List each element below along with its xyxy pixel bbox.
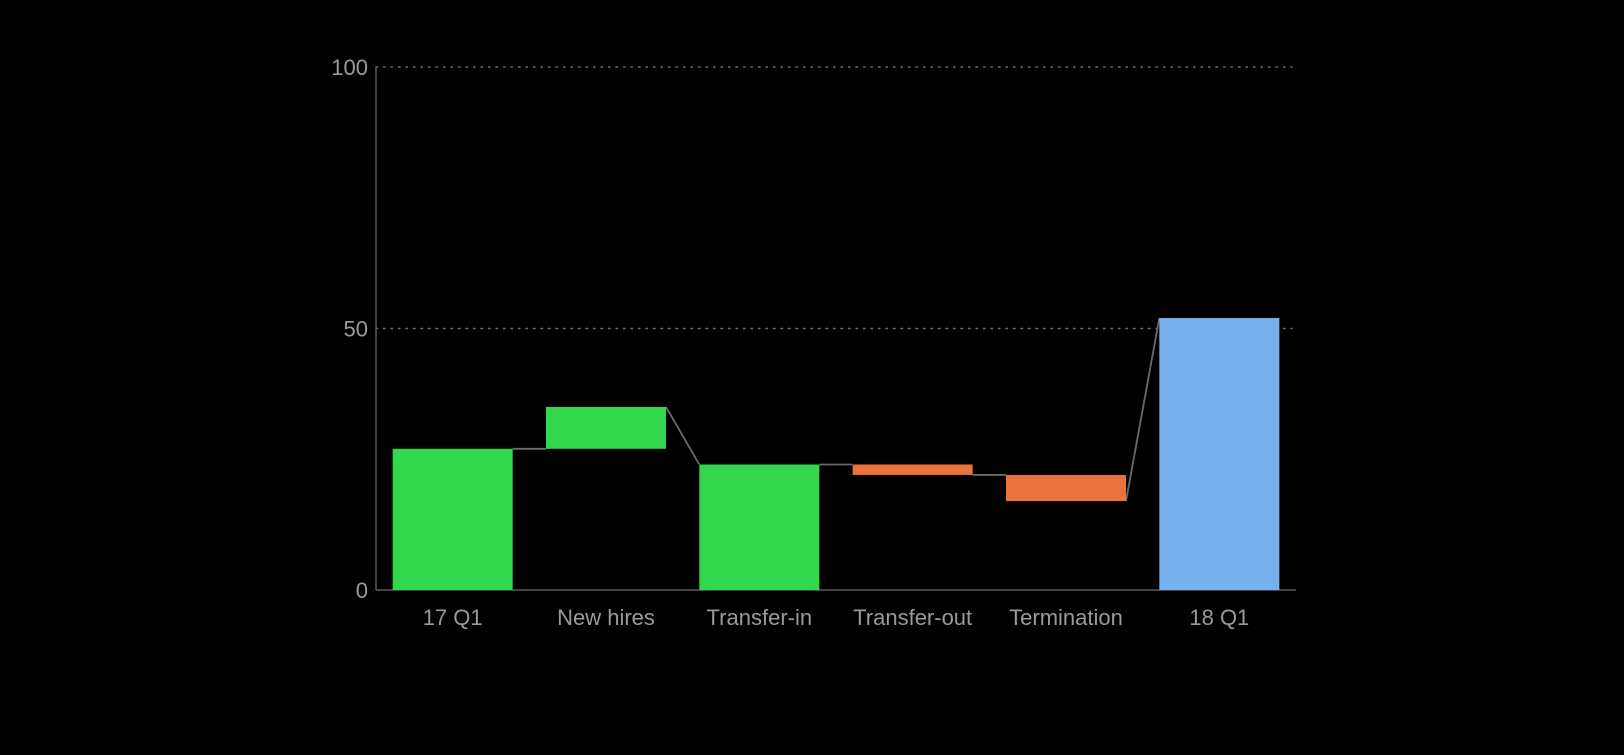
bar-new-hires: [546, 406, 666, 449]
y-tick-label-0: 0: [356, 578, 368, 603]
bar-layer: [392, 318, 1280, 590]
bar-transfer-in: [699, 464, 820, 590]
bar-18-q1: [1159, 318, 1280, 590]
connector-line-5: [1125, 317, 1161, 502]
y-tick-label-50: 50: [344, 317, 368, 342]
x-tick-label-transfer-in: Transfer-in: [707, 605, 813, 630]
connector-layer: [512, 317, 1161, 502]
axis-layer: [375, 67, 1296, 591]
x-tick-label-17-q1: 17 Q1: [423, 605, 483, 630]
label-layer: 0 50 100 17 Q1 New hires Transfer-in Transfer-…: [331, 55, 1249, 630]
y-tick-label-100: 100: [331, 55, 368, 80]
grid-layer: [375, 66, 1293, 330]
x-tick-label-termination: Termination: [1009, 605, 1123, 630]
connector-line-2: [665, 406, 701, 465]
x-tick-label-transfer-out: Transfer-out: [853, 605, 972, 630]
bar-termination: [1006, 474, 1126, 502]
bar-17-q1: [392, 448, 513, 590]
bar-transfer-out: [852, 464, 973, 475]
x-tick-label-18-q1: 18 Q1: [1189, 605, 1249, 630]
x-tick-label-new-hires: New hires: [557, 605, 655, 630]
